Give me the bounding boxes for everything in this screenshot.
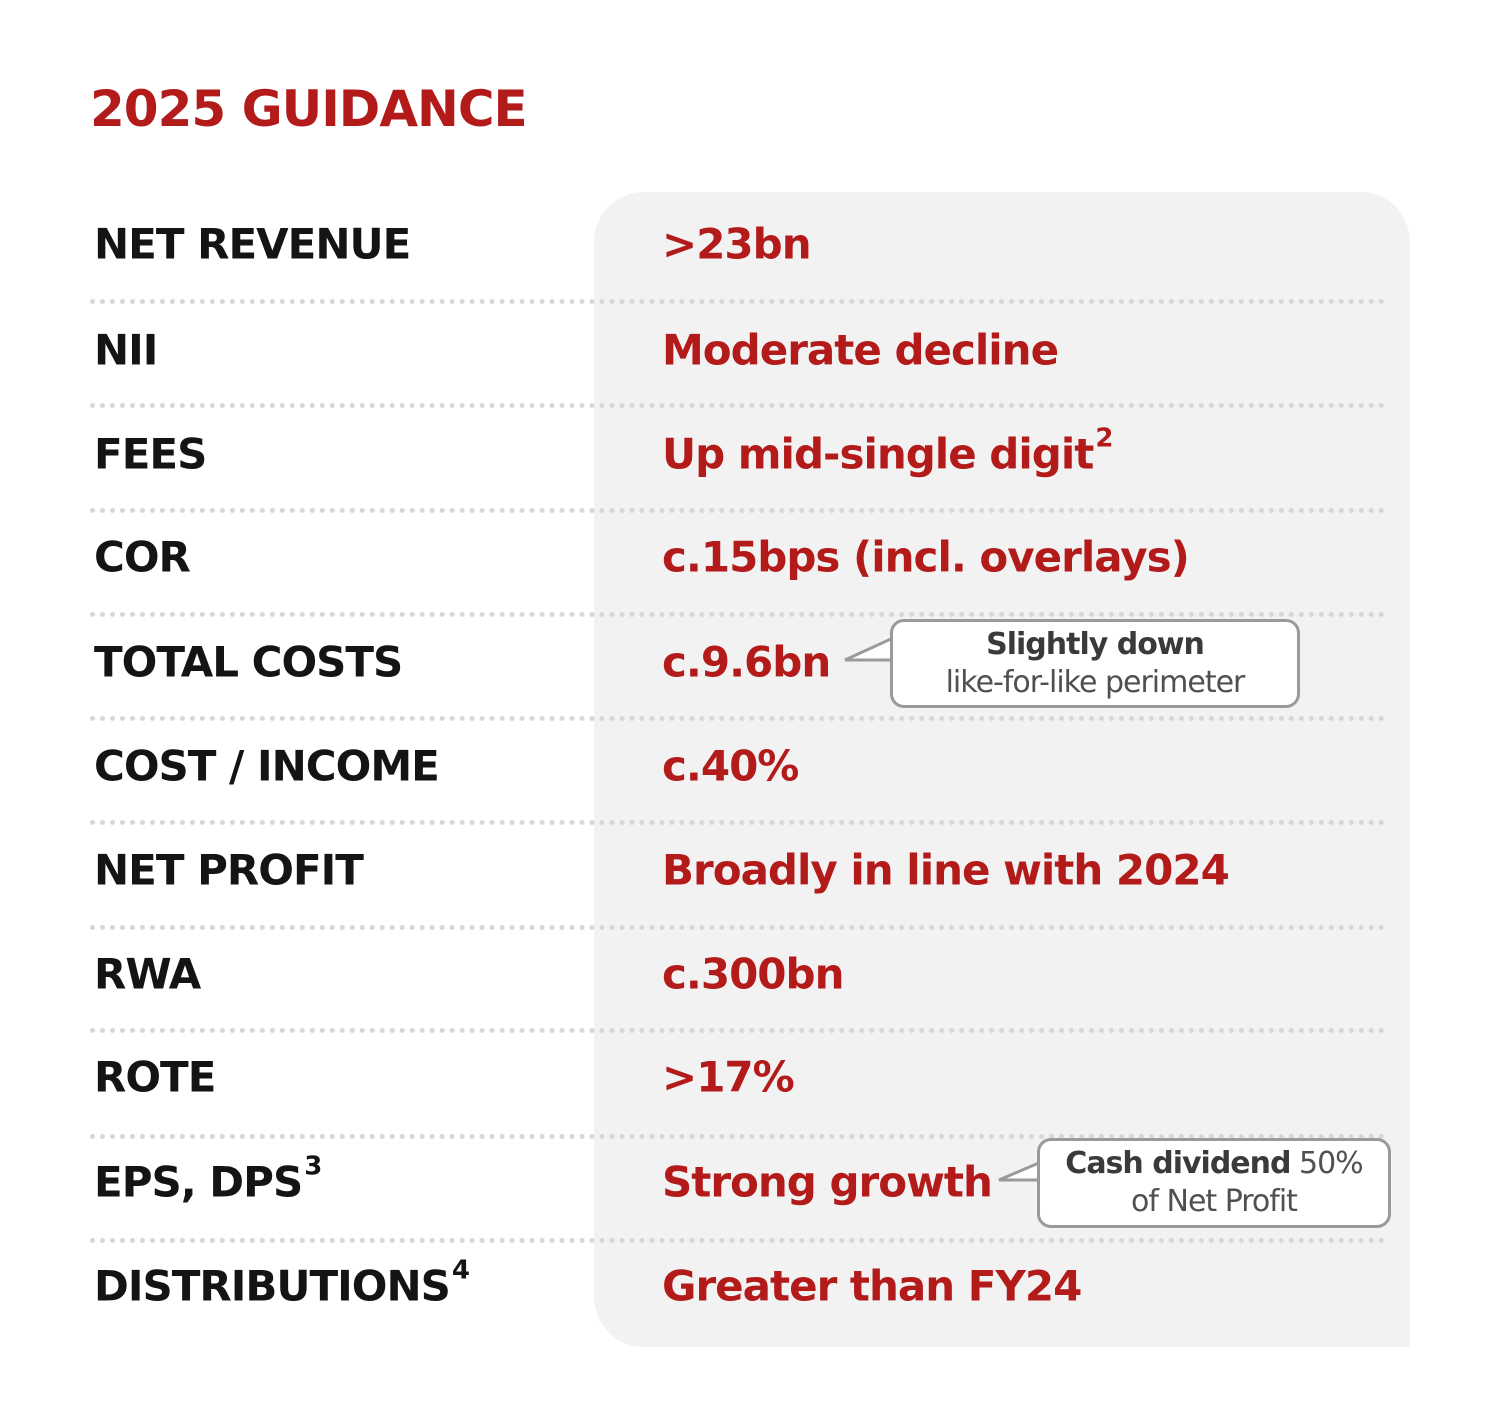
guidance-row-net-revenue: NET REVENUE >23bn (90, 192, 1385, 296)
footnote-marker: 2 (1095, 423, 1113, 454)
row-label: ROTE (94, 1052, 216, 1102)
row-divider (90, 1028, 1385, 1033)
guidance-row-rote: ROTE >17% (90, 1025, 1385, 1129)
guidance-row-net-profit: NET PROFIT Broadly in line with 2024 (90, 818, 1385, 922)
guidance-row-distributions: DISTRIBUTIONS4 Greater than FY24 (90, 1234, 1385, 1338)
eps-callout: Cash dividend 50% of Net Profit (1037, 1138, 1391, 1228)
row-divider (90, 716, 1385, 721)
callout-text: like-for-like perimeter (945, 665, 1246, 700)
row-label: COR (94, 532, 191, 582)
guidance-row-cost-income: COST / INCOME c.40% (90, 714, 1385, 818)
row-value: c.15bps (incl. overlays) (662, 532, 1190, 582)
row-label: EPS, DPS3 (94, 1151, 322, 1207)
callout-text: 50% (1290, 1146, 1364, 1181)
row-divider (90, 1238, 1385, 1243)
row-divider (90, 403, 1385, 408)
row-divider (90, 612, 1385, 617)
row-label: DISTRIBUTIONS4 (94, 1255, 470, 1311)
row-value: >17% (662, 1052, 795, 1102)
guidance-row-eps-dps: EPS, DPS3 Strong growth (90, 1130, 1385, 1234)
costs-callout: Slightly down like-for-like perimeter (890, 619, 1300, 708)
row-divider (90, 925, 1385, 930)
callout-bold-text: Cash dividend (1065, 1146, 1291, 1181)
row-label: TOTAL COSTS (94, 637, 403, 687)
page-title: 2025 GUIDANCE (90, 80, 528, 138)
guidance-row-nii: NII Moderate decline (90, 298, 1385, 402)
row-label: RWA (94, 949, 201, 999)
row-value: c.9.6bn (662, 637, 831, 687)
row-value: Greater than FY24 (662, 1261, 1082, 1311)
footnote-marker: 3 (304, 1151, 322, 1182)
row-divider (90, 299, 1385, 304)
guidance-row-cor: COR c.15bps (incl. overlays) (90, 505, 1385, 609)
callout-bold-text: Slightly down (986, 627, 1205, 662)
row-divider (90, 1134, 1385, 1139)
row-divider (90, 820, 1385, 825)
callout-tail (844, 636, 895, 662)
row-value: Up mid-single digit2 (662, 423, 1113, 479)
row-label: COST / INCOME (94, 741, 440, 791)
row-value: c.300bn (662, 949, 844, 999)
callout-text: of Net Profit (1131, 1184, 1298, 1219)
row-label: NET REVENUE (94, 219, 411, 269)
row-label: NET PROFIT (94, 845, 364, 895)
row-label: NII (94, 325, 158, 375)
guidance-row-total-costs: TOTAL COSTS c.9.6bn (90, 610, 1385, 714)
row-value: Strong growth (662, 1157, 993, 1207)
guidance-row-fees: FEES Up mid-single digit2 (90, 402, 1385, 506)
row-label: FEES (94, 429, 207, 479)
row-divider (90, 508, 1385, 513)
row-value: Broadly in line with 2024 (662, 845, 1230, 895)
callout-tail (998, 1160, 1043, 1182)
guidance-row-rwa: RWA c.300bn (90, 922, 1385, 1026)
footnote-marker: 4 (451, 1255, 470, 1286)
row-value: >23bn (662, 219, 812, 269)
row-value: Moderate decline (662, 325, 1059, 375)
row-value: c.40% (662, 741, 799, 791)
